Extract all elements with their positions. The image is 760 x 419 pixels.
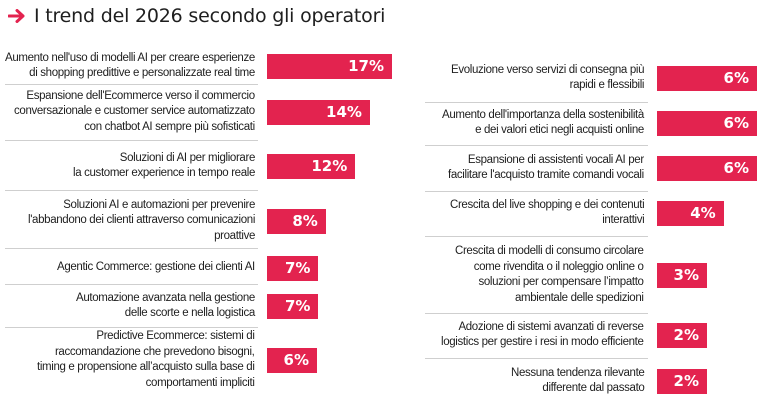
bar: 6% <box>657 155 757 181</box>
bar-value-label: 3% <box>673 266 699 284</box>
bar: 7% <box>267 255 319 281</box>
bar-value-label: 14% <box>326 103 362 121</box>
row-divider <box>5 284 258 285</box>
bar: 6% <box>267 347 317 373</box>
row-divider <box>425 313 648 314</box>
bar-label: Soluzioni di AI per migliorare la custom… <box>73 151 256 180</box>
bar-value-label: 6% <box>723 114 749 132</box>
row-divider <box>425 358 648 359</box>
bar: 2% <box>657 368 707 394</box>
row-divider <box>425 145 648 146</box>
bar-label: Evoluzione verso servizi di consegna più… <box>451 63 645 92</box>
bar-label: Crescita di modelli di consumo circolare… <box>455 245 644 304</box>
bar-label: Espansione dell'Ecommerce verso il comme… <box>14 89 255 133</box>
arrow-right-icon <box>7 9 26 23</box>
bar-value-label: 7% <box>285 297 311 315</box>
bar-value-label: 12% <box>311 157 348 175</box>
bar-label: Automazione avanzata nella gestione dell… <box>76 291 255 320</box>
bar-label: Predictive Ecommerce: sistemi di raccoma… <box>37 330 255 389</box>
bar-value-label: 6% <box>723 69 749 87</box>
row-divider <box>5 327 258 328</box>
row-divider <box>425 102 648 103</box>
bar-value-label: 4% <box>690 204 716 222</box>
bar-value-label: 2% <box>673 372 699 390</box>
bar-value-label: 6% <box>723 159 749 177</box>
bar: 14% <box>267 99 370 125</box>
bar: 17% <box>267 53 392 79</box>
row-divider <box>5 140 258 141</box>
bar: 2% <box>657 322 707 348</box>
row-divider <box>425 236 648 237</box>
bar: 7% <box>267 293 319 319</box>
row-divider <box>5 84 258 85</box>
bar: 6% <box>657 110 757 136</box>
bar-label: Soluzioni AI e automazioni per prevenire… <box>28 198 256 242</box>
row-divider <box>425 191 648 192</box>
chart-title: I trend del 2026 secondo gli operatori <box>7 2 386 30</box>
bar-label: Aumento dell'importanza della sostenibil… <box>442 108 644 137</box>
bar: 8% <box>267 208 326 234</box>
bar-value-label: 7% <box>285 259 311 277</box>
row-divider <box>5 190 258 191</box>
bar-label: Agentic Commerce: gestione dei clienti A… <box>57 261 255 274</box>
chart-title-text: I trend del 2026 secondo gli operatori <box>34 5 386 27</box>
bar: 12% <box>267 153 356 179</box>
bar: 4% <box>657 200 724 226</box>
bar: 6% <box>657 65 757 91</box>
bar: 3% <box>657 262 707 288</box>
bar-value-label: 6% <box>283 351 309 369</box>
bar-value-label: 2% <box>673 326 699 344</box>
bar-value-label: 8% <box>292 212 318 230</box>
bar-label: Aumento nell'uso di modelli AI per crear… <box>5 51 255 80</box>
bar-value-label: 17% <box>348 57 384 75</box>
bar-label: Adozione di sistemi avanzati di reverse … <box>441 320 644 349</box>
bar-label: Espansione di assistenti vocali AI per f… <box>448 153 644 182</box>
row-divider <box>5 248 258 249</box>
bar-label: Nessuna tendenza rilevante differente da… <box>511 366 645 395</box>
bar-label: Crescita del live shopping e dei contenu… <box>450 198 645 227</box>
